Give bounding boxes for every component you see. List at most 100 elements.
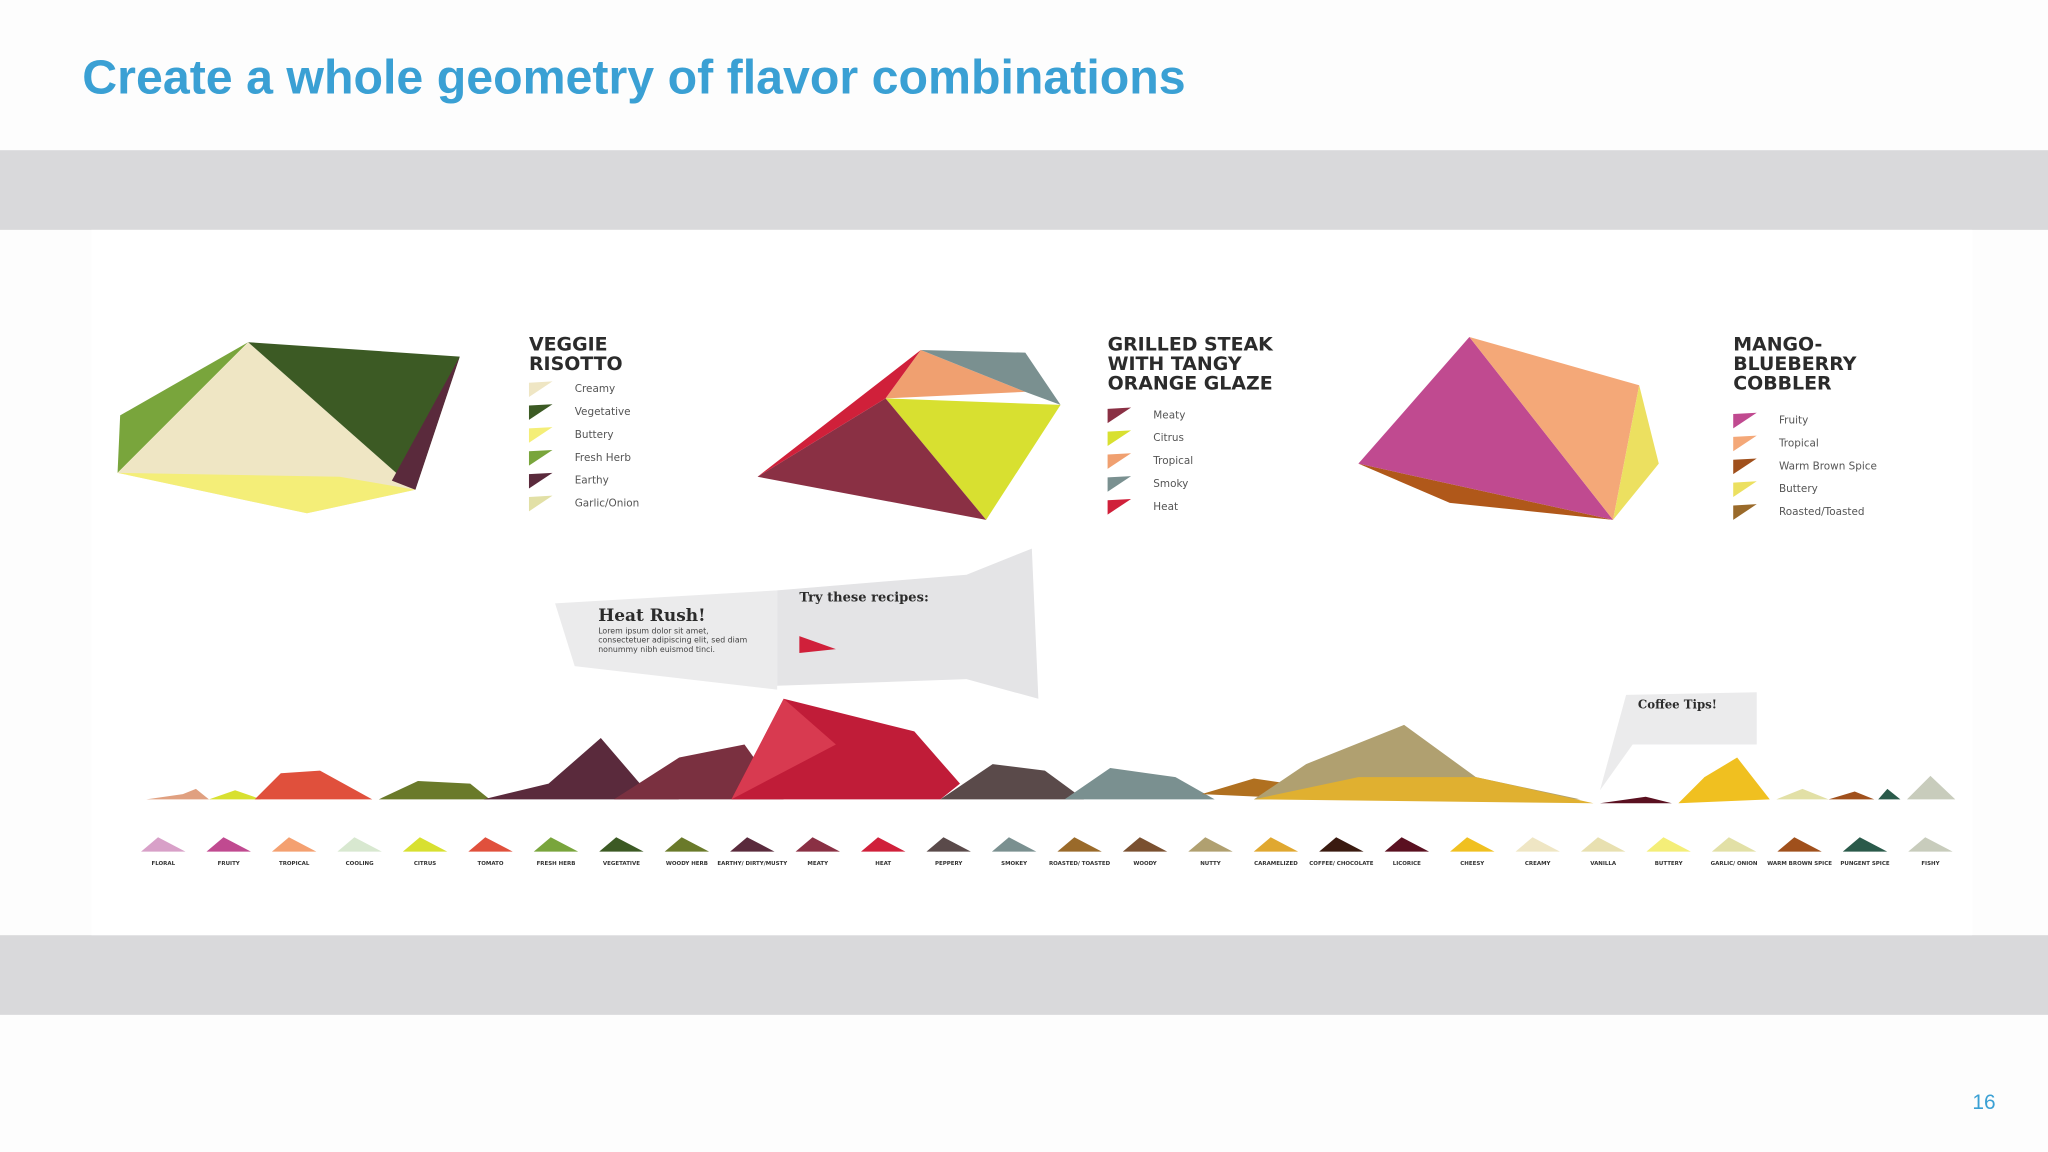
- legend-swatch: [1733, 481, 1757, 497]
- legend-label: Fruity: [1779, 415, 1808, 427]
- callout-title: Coffee Tips!: [1638, 697, 1717, 711]
- scale-swatch: [1188, 837, 1233, 852]
- scale-swatch: [141, 837, 186, 852]
- scale-label: BUTTERY: [1655, 861, 1684, 867]
- legend-label: Buttery: [1779, 483, 1818, 495]
- scale-label: PEPPERY: [935, 861, 963, 867]
- scale-label: FLORAL: [151, 861, 175, 867]
- scale-label: CHEESY: [1460, 861, 1485, 867]
- scale-swatch: [468, 837, 513, 852]
- page-number: 16: [1972, 1091, 1995, 1114]
- scale-label: PUNGENT SPICE: [1840, 861, 1889, 867]
- legend-swatch: [1733, 504, 1757, 520]
- legend-label: Roasted/Toasted: [1779, 506, 1865, 518]
- scale-swatch: [1057, 837, 1102, 852]
- scale-swatch: [991, 837, 1037, 852]
- scale-swatch: [795, 837, 840, 852]
- recipe-title: RISOTTO: [529, 353, 623, 375]
- scale-label: FISHY: [1921, 861, 1940, 867]
- callout-recipes: Try these recipes:: [777, 548, 1039, 699]
- scale-label: EARTHY/ DIRTY/MUSTY: [717, 861, 788, 867]
- legend-swatch: [1107, 498, 1132, 515]
- scale-label: CREAMY: [1525, 861, 1552, 867]
- scale-label: CARAMELIZED: [1254, 861, 1298, 867]
- legend-swatch: [1107, 453, 1132, 469]
- scale-label: COOLING: [346, 861, 374, 867]
- flavor-scale: FLORAL FRUITY TROPICAL COOLING CITRUS TOMATO F…: [141, 837, 1953, 867]
- scale-swatch: [206, 837, 251, 852]
- legend-label: Smoky: [1153, 478, 1188, 490]
- flavor-landscape: [146, 698, 1956, 804]
- scale-swatch: [1842, 837, 1888, 852]
- veggie-shape: [117, 342, 460, 514]
- recipe-title: GRILLED STEAK: [1108, 333, 1275, 355]
- scale-label: WOODY HERB: [666, 861, 708, 867]
- scale-swatch: [1908, 837, 1953, 852]
- scale-swatch: [1122, 837, 1168, 852]
- callout-text-box: Lorem ipsum dolor sit amet, consectetuer…: [598, 626, 748, 655]
- legend-label: Heat: [1153, 501, 1178, 513]
- scale-swatch: [1646, 837, 1691, 852]
- scale-swatch: [1711, 837, 1757, 852]
- scale-label: COFFEE/ CHOCOLATE: [1309, 861, 1373, 867]
- scale-label: MEATY: [807, 861, 829, 867]
- legend-label: Tropical: [1152, 455, 1193, 467]
- scale-label: WOODY: [1133, 861, 1157, 867]
- recipe-title: MANGO-: [1733, 333, 1822, 355]
- recipe-title: ORANGE GLAZE: [1108, 373, 1273, 395]
- scale-swatch: [337, 837, 382, 852]
- scale-label: VANILLA: [1590, 861, 1617, 867]
- recipe-title: WITH TANGY: [1108, 353, 1242, 375]
- legend-swatch: [1733, 435, 1757, 452]
- legend-label: Earthy: [575, 475, 609, 487]
- legend-swatch: [1107, 430, 1132, 447]
- scale-label: WARM BROWN SPICE: [1767, 861, 1832, 867]
- scale-label: GARLIC/ ONION: [1711, 861, 1758, 867]
- scale-swatch: [1580, 837, 1626, 852]
- recipe-title: VEGGIE: [529, 333, 608, 355]
- band-bottom: [0, 935, 2048, 1015]
- scale-swatch: [1384, 837, 1430, 852]
- band-top: [0, 150, 2048, 230]
- scale-swatch: [1319, 837, 1364, 852]
- mango-shape: [1358, 336, 1659, 520]
- recipe-title: BLUEBERRY: [1733, 353, 1857, 375]
- scale-swatch: [664, 837, 710, 852]
- scale-swatch: [926, 837, 971, 852]
- callout-title: Heat Rush!: [598, 606, 705, 626]
- callout-text: Lorem ipsum dolor sit amet, consectetuer…: [598, 626, 748, 655]
- legend-label: Tropical: [1778, 437, 1819, 449]
- callout-heat-rush: Heat Rush! Lorem ipsum dolor sit amet, c…: [555, 590, 778, 690]
- scale-swatch: [599, 837, 644, 852]
- scale-label: LICORICE: [1393, 861, 1421, 867]
- scale-swatch: [1450, 837, 1495, 852]
- scale-swatch: [1253, 837, 1299, 852]
- legend-label: Fresh Herb: [575, 452, 632, 464]
- scale-label: CITRUS: [414, 861, 436, 867]
- scale-label: SMOKEY: [1001, 861, 1028, 867]
- legend-label: Creamy: [575, 383, 616, 395]
- scale-swatch: [1515, 837, 1560, 852]
- legend-swatch: [1733, 458, 1757, 475]
- legend-label: Vegetative: [575, 406, 631, 418]
- slide-title: Create a whole geometry of flavor combin…: [82, 51, 1185, 105]
- legend-swatch: [1733, 412, 1757, 429]
- scale-swatch: [730, 837, 775, 852]
- legend-label: Garlic/Onion: [575, 498, 640, 510]
- scale-label: TROPICAL: [279, 861, 310, 867]
- scale-label: VEGETATIVE: [603, 861, 640, 867]
- scale-swatch: [1777, 837, 1822, 852]
- scale-label: FRUITY: [218, 861, 241, 867]
- legend-swatch: [1107, 407, 1132, 424]
- legend-label: Meaty: [1153, 409, 1185, 421]
- legend-label: Buttery: [575, 429, 614, 441]
- scale-label: HEAT: [875, 861, 891, 867]
- scale-swatch: [861, 837, 906, 852]
- callout-coffee: Coffee Tips!: [1600, 692, 1757, 791]
- legend-label: Warm Brown Spice: [1779, 460, 1877, 472]
- scale-label: TOMATO: [478, 861, 504, 867]
- legend-swatch: [1107, 476, 1132, 492]
- recipe-title: COBBLER: [1733, 373, 1832, 395]
